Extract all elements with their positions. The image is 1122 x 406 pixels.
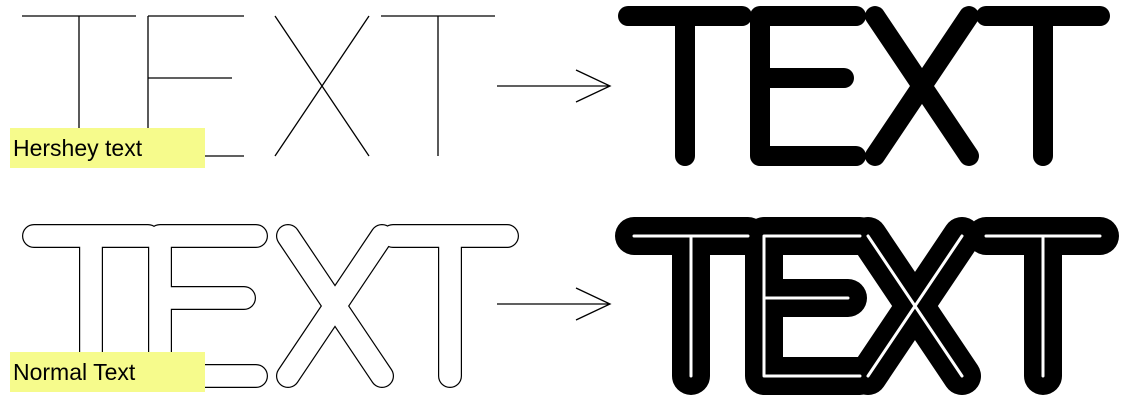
- thick-glyph-t2: [986, 16, 1100, 156]
- hershey-glyph-x: [274, 15, 370, 157]
- hershey-result-text: [628, 16, 1100, 156]
- thick-glyph-e: [760, 16, 856, 156]
- thick-glyph-t: [628, 16, 742, 156]
- outline-glyph-x: [288, 236, 382, 376]
- bold-outline-glyph-t: [632, 234, 750, 378]
- bold-outline-glyph-x: [866, 234, 964, 378]
- right-arrow-icon: [497, 69, 612, 103]
- caption-hershey-text: Hershey text: [10, 128, 205, 168]
- right-arrow-icon-2: [497, 287, 612, 321]
- outline-glyph-t2: [393, 236, 507, 376]
- hershey-glyph-t2: [380, 15, 496, 157]
- caption-normal-text: Normal Text: [10, 352, 205, 392]
- thick-glyph-x: [875, 16, 969, 156]
- outline-result-text: [634, 236, 1100, 376]
- bold-outline-glyph-t2: [984, 234, 1102, 378]
